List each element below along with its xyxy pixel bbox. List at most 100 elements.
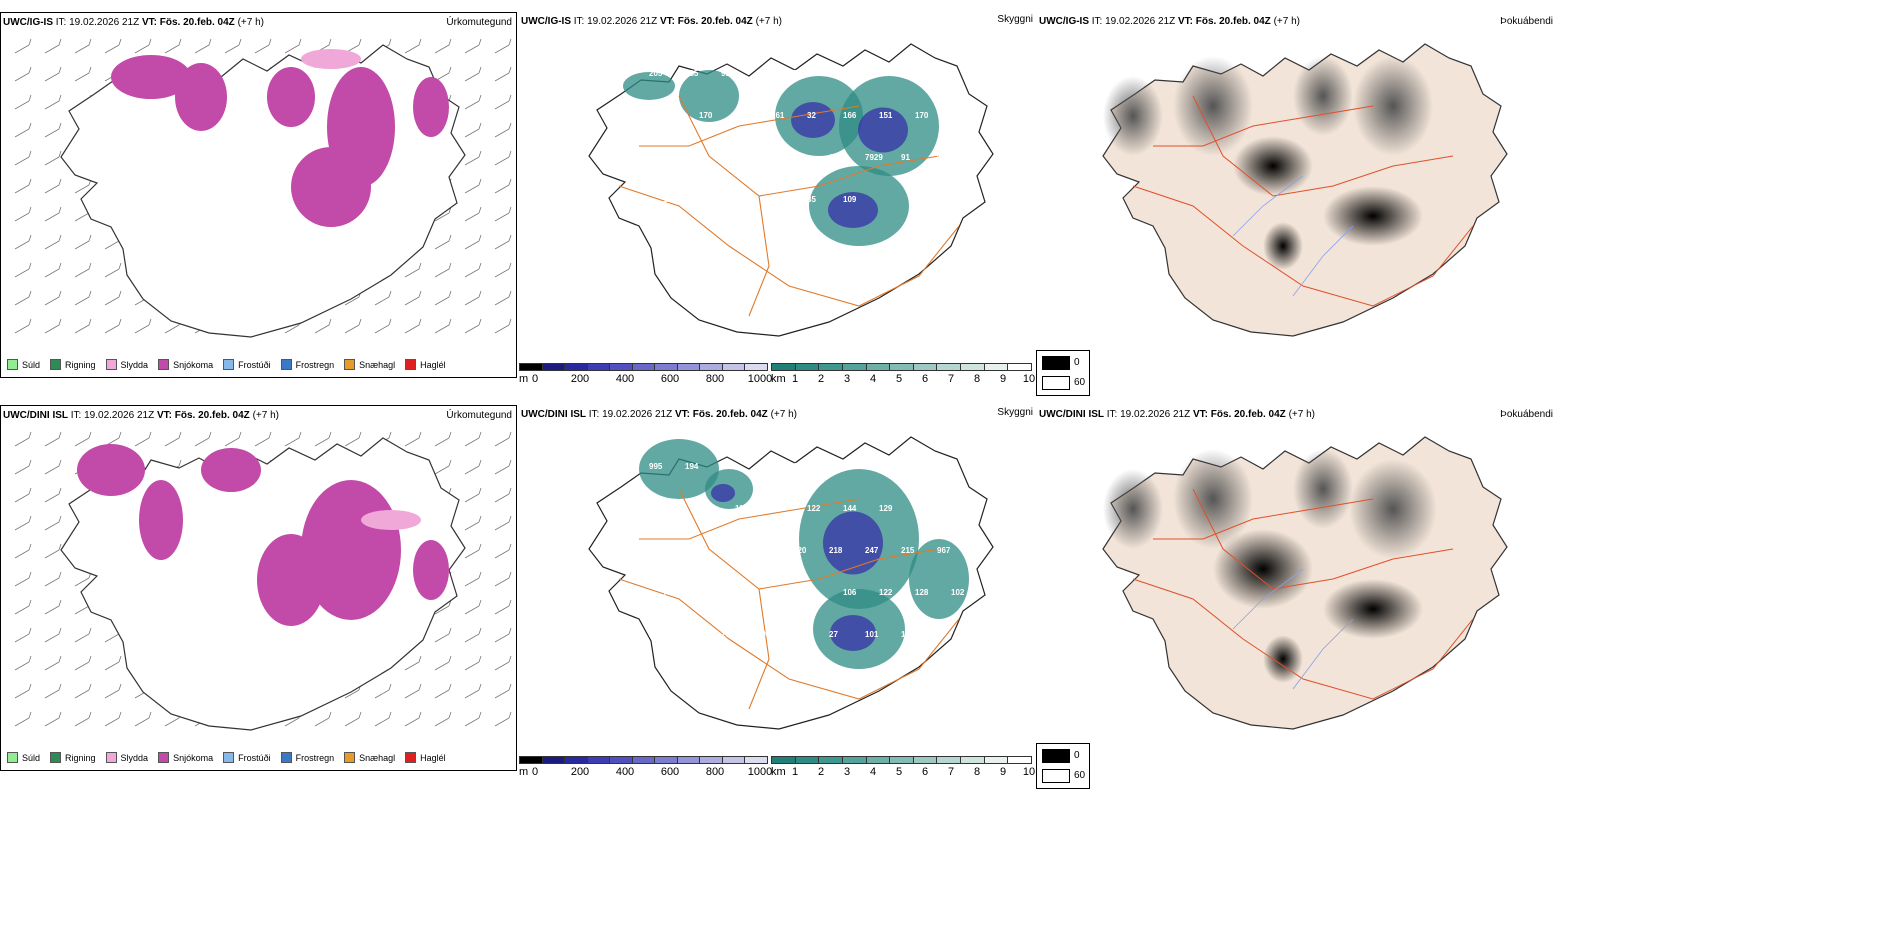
colorbar-tick: 5 xyxy=(895,766,903,778)
snow-areas xyxy=(111,49,449,227)
legend-swatch xyxy=(7,752,18,763)
ceiling-label: 181 xyxy=(829,462,843,471)
precip-type-panel: UWC/IG-IS IT: 19.02.2026 21Z VT: Fös. 20… xyxy=(0,12,517,378)
colorbar-tick: 1 xyxy=(791,373,799,385)
wind-barb xyxy=(494,150,512,166)
ceiling-label: 452 xyxy=(649,546,663,555)
low-ceiling-area xyxy=(830,615,876,651)
ceiling-label: 74 xyxy=(757,546,766,555)
ceiling-label: 424 xyxy=(721,546,735,555)
wind-barb xyxy=(464,711,482,727)
wind-barb xyxy=(464,94,482,110)
colorbar-tick: 3 xyxy=(843,766,851,778)
wind-barb xyxy=(494,655,512,671)
legend-item: Súld xyxy=(7,752,40,763)
colorbar-segment xyxy=(865,363,891,371)
legend-swatch xyxy=(344,752,356,763)
wind-barb xyxy=(464,627,482,643)
wind-barb xyxy=(14,543,32,559)
ceiling-label: 102 xyxy=(951,588,965,597)
wind-barb xyxy=(104,38,122,54)
snow-area xyxy=(139,480,183,560)
fog-legend-swatch xyxy=(1042,356,1070,370)
legend-item: Frostúði xyxy=(223,359,271,370)
rivers xyxy=(1232,175,1354,297)
ceiling-label: 74 xyxy=(757,69,766,78)
wind-barb xyxy=(14,290,32,306)
ceiling-label: 191 xyxy=(793,630,807,639)
wind-barb xyxy=(494,66,512,82)
snow-areas xyxy=(77,444,449,626)
wind-barb xyxy=(194,431,212,447)
ceiling-label: 208 xyxy=(901,69,915,78)
ceiling-label: 194 xyxy=(685,462,699,471)
precip-legend: Súld Rigning Slydda Snjókoma Frostúði Frostre… xyxy=(7,359,446,370)
wind-barb xyxy=(314,318,332,334)
colorbar-segment xyxy=(936,756,962,764)
wind-barb xyxy=(434,459,452,475)
wind-barb xyxy=(74,290,92,306)
snow-area xyxy=(77,444,145,496)
ceiling-label: 92 xyxy=(829,69,838,78)
wind-barb xyxy=(404,431,422,447)
ceiling-label: 385 xyxy=(685,69,699,78)
colorbar-tick: 400 xyxy=(615,373,635,385)
wind-barb xyxy=(464,150,482,166)
ceiling-label: 55 xyxy=(793,69,802,78)
ceiling-label: 170 xyxy=(699,111,713,120)
fog-index-panel: UWC/IG-IS IT: 19.02.2026 21Z VT: Fös. 20… xyxy=(1037,12,1557,382)
wind-barb xyxy=(14,431,32,447)
colorbar-segment xyxy=(699,756,723,764)
colorbar-segment xyxy=(676,756,701,764)
wind-barb xyxy=(434,234,452,250)
wind-barb xyxy=(494,318,512,334)
legend-label: Frostúði xyxy=(238,359,271,370)
ceiling-label: 266 xyxy=(735,588,749,597)
ceiling-label: 119 xyxy=(951,504,964,513)
legend-label: Haglél xyxy=(420,359,446,370)
colorbar-tick: 200 xyxy=(570,766,590,778)
fog-area xyxy=(1173,449,1253,549)
colorbar-tick: 9 xyxy=(999,766,1007,778)
wind-barb xyxy=(494,234,512,250)
wind-barb xyxy=(464,178,482,194)
legend-swatch xyxy=(405,752,417,763)
wind-barb xyxy=(14,38,32,54)
colorbar-segment xyxy=(1007,756,1032,764)
ceiling-label: 100 xyxy=(757,153,771,162)
wind-barb xyxy=(434,655,452,671)
sleet-area xyxy=(361,510,421,530)
ceiling-labels: 205 385 91 74 55 92 34 208 150 349 170 16 161 32 166 15… xyxy=(649,69,965,204)
wind-barb xyxy=(44,571,62,587)
wind-barb xyxy=(74,711,92,727)
wind-barb xyxy=(464,262,482,278)
low-ceiling-area xyxy=(711,484,735,502)
wind-barb xyxy=(44,122,62,138)
fog-area xyxy=(1233,136,1313,196)
fog-area xyxy=(1293,449,1353,529)
wind-barb xyxy=(254,38,272,54)
low-visibility-areas xyxy=(639,439,969,669)
wind-barb xyxy=(104,262,122,278)
colorbar-tick: 2 xyxy=(817,373,825,385)
wind-barb xyxy=(494,206,512,222)
legend-label: Snæhagl xyxy=(359,359,396,370)
fog-legend-label: 60 xyxy=(1074,377,1086,388)
colorbar-segment xyxy=(631,363,656,371)
colorbar-segment xyxy=(1007,363,1032,371)
colorbar-tick: 800 xyxy=(705,766,725,778)
wind-barb xyxy=(104,318,122,334)
ceiling-label: 34 xyxy=(865,69,874,78)
wind-barb xyxy=(44,627,62,643)
fog-area xyxy=(1349,459,1437,559)
wind-barb xyxy=(404,38,422,54)
colorbar-tick: 1000 xyxy=(747,373,773,385)
ceiling-label: 967 xyxy=(937,546,951,555)
wind-barb xyxy=(74,318,92,334)
visibility-map: 205 385 91 74 55 92 34 208 150 349 170 16 161 32 166 15… xyxy=(588,43,994,337)
wind-barb xyxy=(44,150,62,166)
fog-legend-label: 0 xyxy=(1074,750,1080,761)
legend-label: Frostregn xyxy=(295,359,335,370)
legend-label: Snjókoma xyxy=(173,752,214,763)
legend-item: Slydda xyxy=(105,359,148,370)
